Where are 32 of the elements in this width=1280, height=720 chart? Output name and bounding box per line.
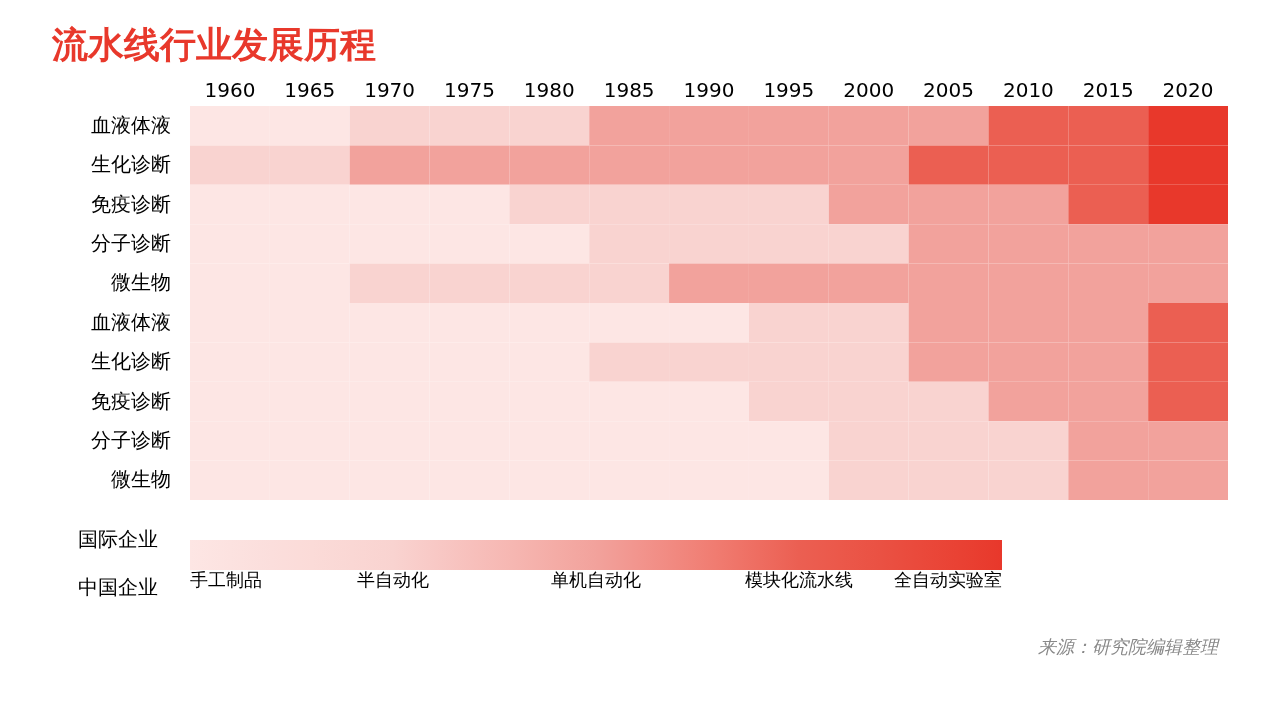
text: 中国企业 xyxy=(78,575,158,599)
y-tick-label: 微生物 xyxy=(110,467,171,492)
x-tick-label: 2015 xyxy=(1082,77,1134,102)
y-tick-label: 微生物 xyxy=(110,270,171,295)
y-tick-label: 免疫诊断 xyxy=(90,191,171,216)
x-tick-label: 2010 xyxy=(1002,77,1054,102)
x-tick-label: 1970 xyxy=(364,77,416,102)
x-tick-label: 1965 xyxy=(284,77,336,102)
x-tick-label: 2005 xyxy=(923,77,974,102)
x-tick-label: 2020 xyxy=(1162,77,1214,102)
y-tick-label: 分子诊断 xyxy=(90,427,171,452)
y-tick-label: 免疫诊断 xyxy=(90,388,171,413)
x-tick-label: 1995 xyxy=(763,77,815,102)
x-tick-label: 2000 xyxy=(843,77,895,102)
color-bar-label: 半自动化 xyxy=(357,569,429,590)
color-bar-label: 手工制品 xyxy=(190,569,262,590)
y-tick-label: 血液体液 xyxy=(90,309,171,334)
y-tick-label: 血液体液 xyxy=(90,112,171,137)
x-tick-label: 1960 xyxy=(204,77,256,102)
color-bar-label: 全自动实验室 xyxy=(894,569,1002,590)
y-tick-label: 生化诊断 xyxy=(90,152,171,177)
x-tick-label: 1985 xyxy=(603,77,655,102)
chart-title: 流水线行业发展历程 xyxy=(51,24,376,65)
x-tick-label: 1980 xyxy=(523,77,575,102)
x-tick-label: 1975 xyxy=(444,77,495,102)
y-tick-label: 生化诊断 xyxy=(90,349,171,374)
x-tick-label: 1990 xyxy=(683,77,735,102)
text: 国际企业 xyxy=(78,527,158,551)
color-bar-label: 模块化流水线 xyxy=(745,569,853,590)
y-tick-label: 分子诊断 xyxy=(90,230,171,255)
color-bar-label: 单机自动化 xyxy=(551,569,641,590)
source-note: 来源：研究院编辑整理 xyxy=(1038,636,1220,657)
